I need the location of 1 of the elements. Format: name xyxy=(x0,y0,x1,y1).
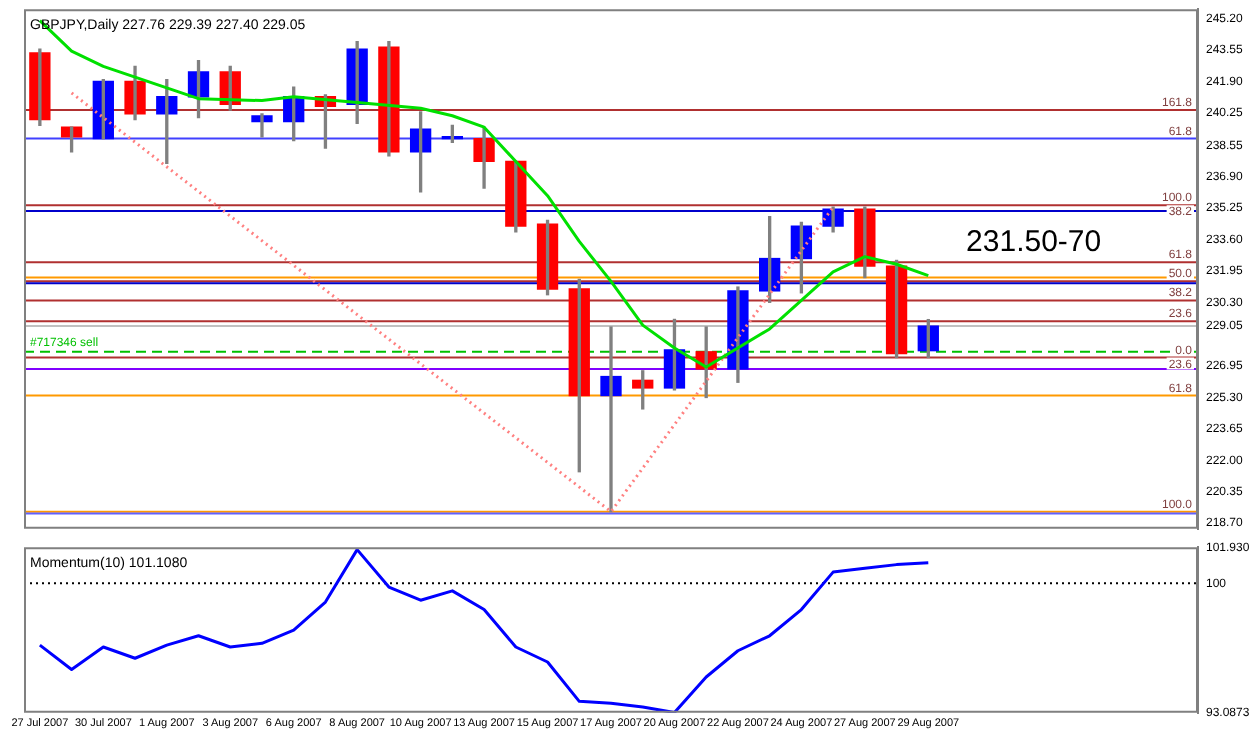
annotation: 231.50-70 xyxy=(966,225,1102,260)
